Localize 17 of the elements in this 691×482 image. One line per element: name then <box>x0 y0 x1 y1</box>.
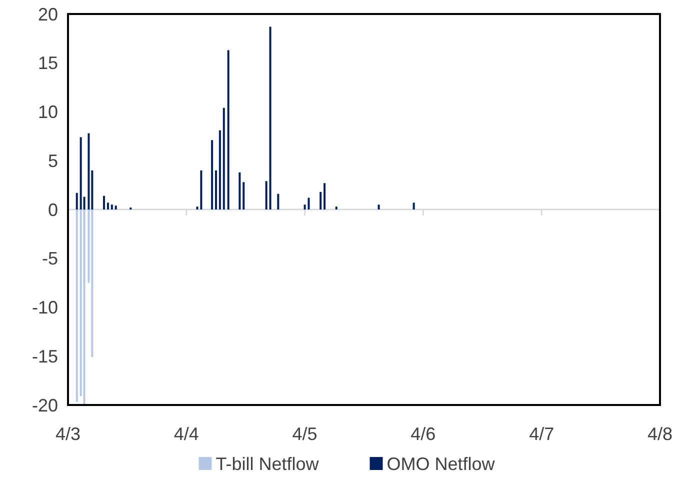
y-tick-label: -20 <box>32 395 58 416</box>
y-tick-label: -5 <box>42 248 58 269</box>
y-tick-label: -15 <box>32 346 58 366</box>
y-tick-label: -10 <box>32 298 58 318</box>
y-tick-label: 5 <box>48 150 58 171</box>
x-tick-label: 4/8 <box>647 424 673 444</box>
y-tick-label: 0 <box>48 200 58 220</box>
legend-label: OMO Netflow <box>386 454 496 474</box>
x-tick-label: 4/7 <box>529 424 554 444</box>
y-tick-label: 10 <box>38 102 58 122</box>
legend-label: T-bill Netflow <box>216 454 320 474</box>
x-tick-label: 4/5 <box>292 424 318 444</box>
y-tick-label: 20 <box>38 4 58 24</box>
x-tick-label: 4/3 <box>55 424 81 444</box>
x-tick-label: 4/6 <box>410 424 436 444</box>
x-tick-label: 4/4 <box>174 424 199 444</box>
y-tick-label: 15 <box>38 53 58 74</box>
